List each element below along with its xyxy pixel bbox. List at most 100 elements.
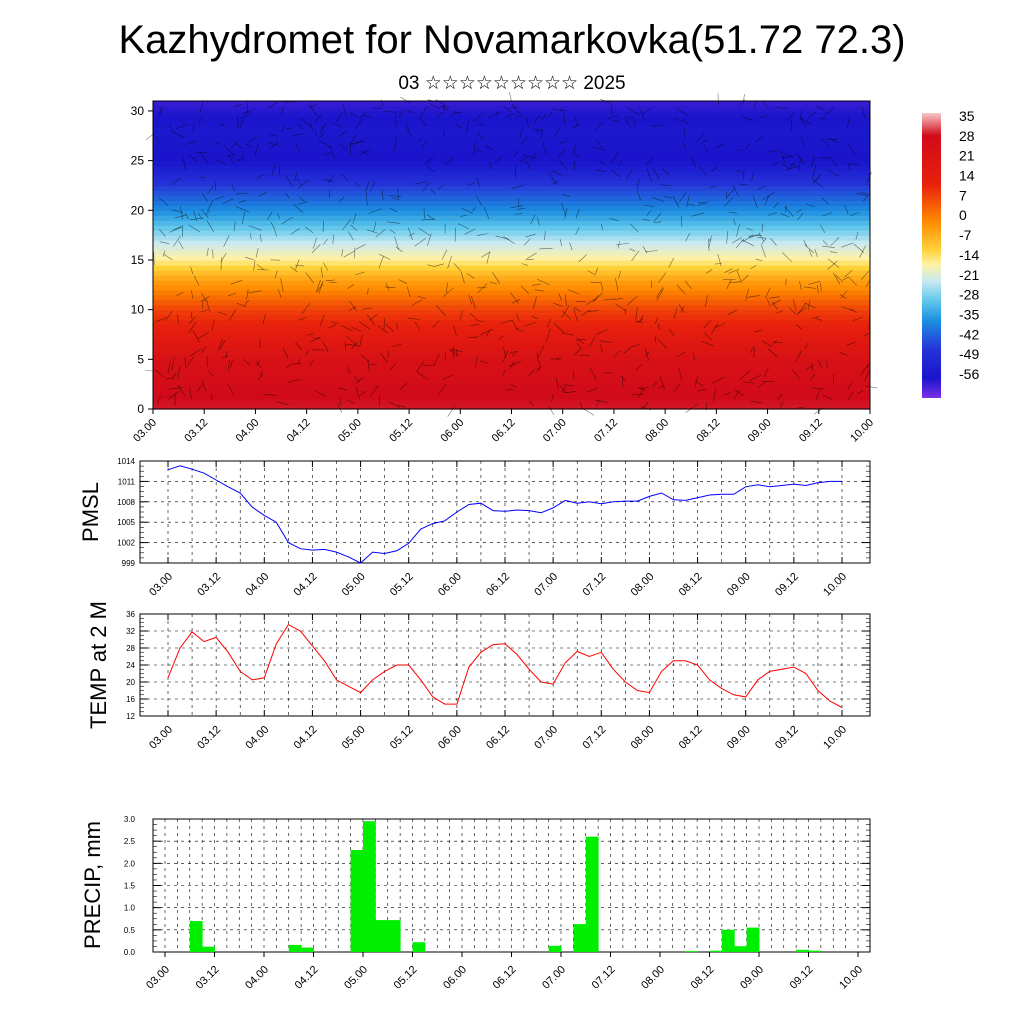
wind-barb <box>173 236 181 247</box>
wind-barb <box>815 389 821 400</box>
wind-barb <box>489 281 498 285</box>
wind-barb <box>701 340 714 347</box>
wind-barb <box>235 192 249 195</box>
x-tick-label: 07.12 <box>592 417 620 445</box>
wind-barb <box>305 272 315 284</box>
wind-barb <box>336 111 344 122</box>
y-tick-label: 24 <box>126 661 135 670</box>
wind-barb <box>315 283 324 293</box>
wind-barb <box>564 294 567 307</box>
wind-barb <box>688 203 696 207</box>
temp2m-panel: 12 16 20 24 28 32 36 03.00 03.12 04.00 04.12 05.00 0… <box>86 601 871 752</box>
wind-barb <box>222 355 229 359</box>
heatmap-band <box>153 314 870 321</box>
wind-barb <box>558 149 566 157</box>
heatmap-band <box>153 369 870 375</box>
wind-barb <box>327 175 334 184</box>
wind-barb <box>349 142 352 155</box>
x-tick-label: 09.12 <box>788 964 816 992</box>
wind-barb <box>161 106 163 117</box>
heatmap-band <box>153 125 870 132</box>
wind-barb <box>797 303 806 315</box>
wind-barb <box>644 204 655 208</box>
precip-bar <box>301 947 314 952</box>
wind-barb <box>635 306 638 321</box>
wind-barb <box>630 223 639 233</box>
wind-barb <box>182 158 186 171</box>
wind-barb <box>427 264 434 267</box>
wind-barb <box>378 253 391 260</box>
y-tick-label: 20 <box>131 203 145 217</box>
wind-barb <box>569 242 573 251</box>
series-line <box>167 623 843 708</box>
wind-barb <box>639 108 645 121</box>
wind-barb <box>464 228 476 235</box>
wind-barb <box>322 262 329 271</box>
wind-barb <box>841 306 854 311</box>
wind-barb <box>553 322 564 333</box>
x-tick-label: 06.12 <box>484 571 512 599</box>
wind-barb <box>668 257 675 268</box>
wind-barb <box>249 232 252 240</box>
wind-barb <box>174 215 186 219</box>
wind-barb <box>198 115 204 124</box>
x-tick-label: 03.12 <box>182 417 210 445</box>
wind-barb <box>731 237 742 244</box>
wind-barb <box>808 281 821 285</box>
wind-barb <box>575 339 587 341</box>
wind-barb <box>406 109 414 113</box>
wind-barb <box>386 324 394 332</box>
wind-barb <box>477 124 485 126</box>
wind-barb <box>381 189 384 201</box>
wind-barb <box>173 131 185 139</box>
wind-barb <box>436 112 443 117</box>
wind-barb <box>625 169 634 180</box>
wind-barb <box>405 129 415 138</box>
wind-barb <box>380 353 388 363</box>
wind-barb <box>758 381 766 389</box>
wind-barb <box>439 105 449 111</box>
wind-barb <box>558 384 568 394</box>
y-tick-label: 1002 <box>117 539 135 548</box>
wind-barb <box>452 111 462 114</box>
wind-barb <box>242 152 245 162</box>
wind-barb <box>190 217 204 220</box>
heatmap-band <box>153 215 870 221</box>
wind-barb <box>795 324 803 330</box>
wind-barb <box>441 249 448 260</box>
wind-barb <box>559 108 566 112</box>
colorbar: 35 28 21 14 7 0 -7 -14 -21 -28 -35 -42 -49 -56 <box>922 108 979 398</box>
wind-barb <box>285 363 293 369</box>
wind-barb <box>714 322 726 329</box>
wind-barb <box>726 279 732 290</box>
wind-barb <box>595 170 607 172</box>
wind-barb <box>285 192 290 199</box>
wind-barb <box>546 318 552 328</box>
wind-barb <box>416 138 422 144</box>
wind-barb <box>544 230 546 241</box>
y-tick-label: 32 <box>126 627 135 636</box>
wind-barb <box>534 114 541 123</box>
wind-barb <box>475 319 484 323</box>
wind-barb <box>519 126 523 139</box>
wind-barb <box>690 403 699 409</box>
wind-barb <box>367 288 369 295</box>
heatmap-band <box>153 309 870 316</box>
wind-barb <box>341 249 343 257</box>
wind-barb <box>855 231 859 240</box>
heatmap-band <box>153 255 870 261</box>
wind-barb <box>452 346 454 360</box>
wind-barb <box>355 377 364 384</box>
wind-barb <box>313 237 317 249</box>
wind-barb <box>653 212 662 223</box>
wind-barb <box>509 292 519 304</box>
wind-barb <box>536 366 542 371</box>
wind-barb <box>360 354 370 362</box>
wind-barb <box>682 140 686 151</box>
wind-barb <box>753 347 756 358</box>
wind-barb <box>818 157 832 159</box>
wind-barb <box>503 347 507 358</box>
wind-barb <box>350 224 358 231</box>
wind-barb <box>765 287 771 299</box>
wind-barb <box>572 143 577 155</box>
